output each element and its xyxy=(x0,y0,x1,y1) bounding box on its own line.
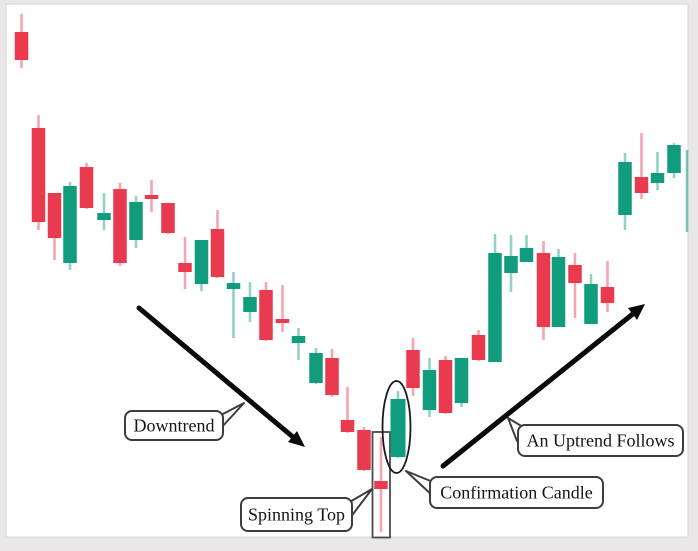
candle-30-body-bullish xyxy=(488,253,502,362)
candle-28-body-bullish xyxy=(454,358,469,403)
candle-15-body-bullish xyxy=(243,297,257,312)
candle-24-body-bullish xyxy=(390,399,406,457)
uptrend-arrow-head xyxy=(628,304,645,320)
candle-33-body-bearish xyxy=(536,253,551,327)
candle-20-body-bearish xyxy=(325,358,339,395)
candle-3-body-bearish xyxy=(47,193,62,238)
candle-38-body-bullish xyxy=(618,162,632,215)
confirmation-candle-label-box xyxy=(429,476,604,509)
spinning-top-label-box xyxy=(240,497,353,532)
confirmation-candle-label-text: Confirmation Candle xyxy=(440,483,592,503)
confirmation-candle-ellipse xyxy=(381,380,412,474)
candles-layer xyxy=(14,14,689,532)
candle-16-body-bearish xyxy=(259,290,273,340)
an-uptrend-follows-label-box xyxy=(517,424,684,457)
callouts-layer: Downtrend Spinning Top Confirmation Candle… xyxy=(124,402,684,532)
candle-27-body-bearish xyxy=(438,360,453,413)
chart-background xyxy=(5,3,689,538)
uptrend-arrow xyxy=(440,310,637,469)
candle-41-body-bullish xyxy=(667,145,681,173)
an-uptrend-follows-label-text: An Uptrend Follows xyxy=(527,431,675,451)
candle-37-body-bearish xyxy=(600,287,615,303)
candle-29-body-bearish xyxy=(471,335,486,360)
downtrend-label-box xyxy=(124,410,224,441)
candle-31-body-bullish xyxy=(504,256,518,273)
candle-18-body-bullish xyxy=(291,336,306,343)
candle-6-body-bullish xyxy=(97,213,111,220)
candle-17-body-bearish xyxy=(275,319,290,323)
candle-23-body-bearish xyxy=(374,481,388,489)
downtrend-arrow xyxy=(136,305,296,440)
candle-26-body-bullish xyxy=(422,370,437,410)
candle-12-body-bullish xyxy=(194,240,209,284)
candle-35-body-bearish xyxy=(568,265,582,283)
candle-7-body-bearish xyxy=(113,189,127,263)
candle-13-body-bearish xyxy=(210,229,225,277)
pattern-marker-over-layer xyxy=(381,380,412,474)
candle-39-body-bearish xyxy=(634,177,649,193)
candle-14-body-bullish xyxy=(226,283,241,289)
candle-40-body-bullish xyxy=(650,173,665,183)
candle-8-body-bullish xyxy=(129,202,143,240)
candle-34-body-bullish xyxy=(551,257,566,327)
candle-2-body-bearish xyxy=(31,128,46,222)
candle-36-body-bullish xyxy=(584,284,598,324)
candle-1-body-bearish xyxy=(14,32,29,60)
candle-25-body-bearish xyxy=(406,350,420,388)
candle-32-body-bullish xyxy=(519,248,534,262)
spinning-top-label-text: Spinning Top xyxy=(248,505,345,525)
candle-11-body-bearish xyxy=(178,263,192,272)
candle-9-body-bearish xyxy=(144,195,159,199)
candle-21-body-bearish xyxy=(340,420,355,432)
candle-4-body-bullish xyxy=(63,186,77,263)
downtrend-arrow-head xyxy=(288,431,305,447)
downtrend-label-text: Downtrend xyxy=(134,416,215,436)
candle-22-body-bearish xyxy=(357,430,371,470)
candle-5-body-bearish xyxy=(79,167,94,208)
candle-19-body-bullish xyxy=(309,353,323,383)
trend-arrows-layer xyxy=(136,304,645,469)
candle-10-body-bearish xyxy=(161,203,175,233)
